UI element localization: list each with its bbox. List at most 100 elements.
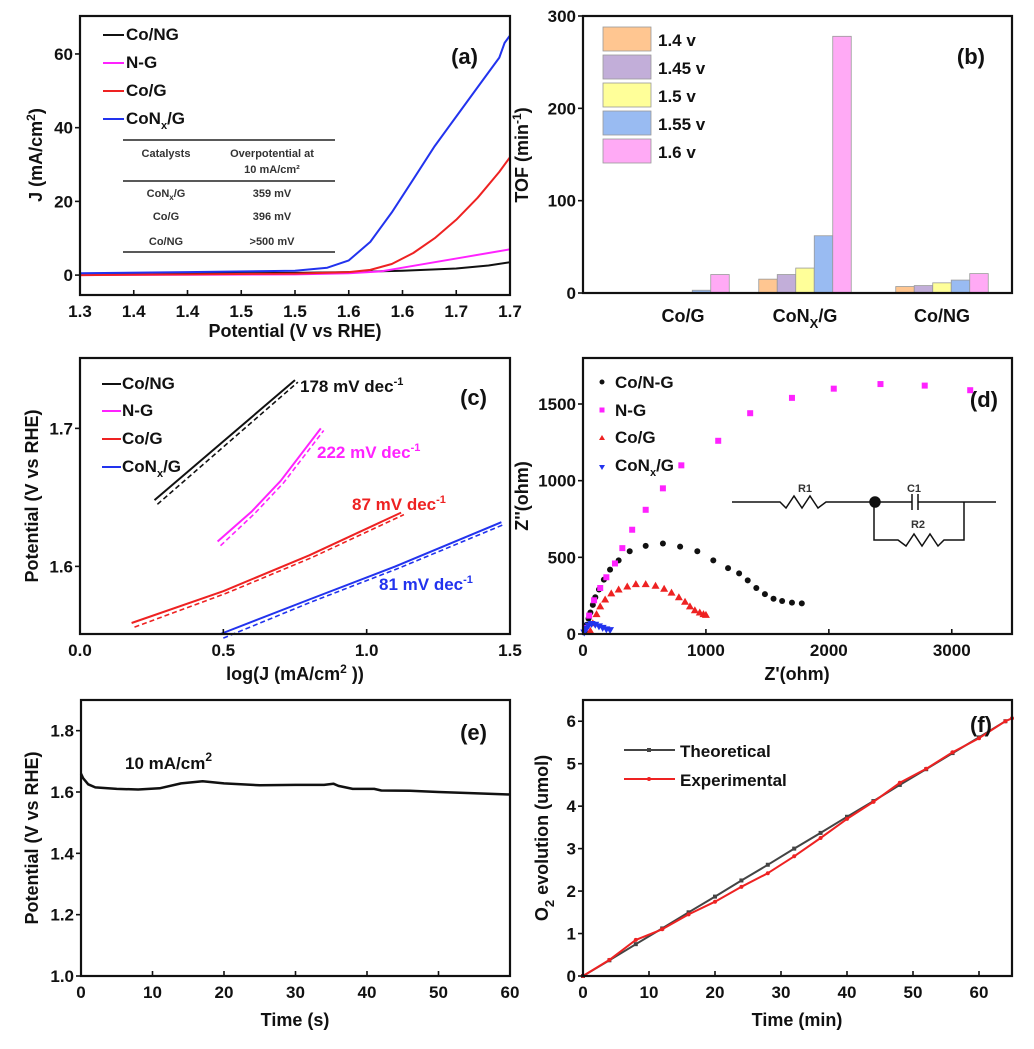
panel-e-tag: (e)	[460, 720, 487, 745]
y-tick-label: 0	[567, 284, 576, 303]
point-co-n-g	[725, 565, 731, 571]
table-cell: >500 mV	[250, 236, 296, 248]
panel-d-tag: (d)	[970, 387, 998, 412]
panel-e-ylabel: Potential (V vs RHE)	[22, 751, 42, 924]
legend-label-conx-g: CoNx/G	[615, 456, 674, 479]
point-n-g	[643, 507, 649, 513]
point-experimental	[687, 912, 691, 916]
point-theoretical	[739, 878, 743, 882]
point-co-g	[652, 582, 660, 589]
y-tick-label: 4	[567, 797, 577, 816]
panel-a-legend: Co/NG N-G Co/G CoNx/G	[103, 25, 185, 132]
legend-label-1-4-v: 1.4 v	[658, 31, 696, 50]
panel-a-ylabel: J (mA/cm2)	[24, 108, 46, 202]
panel-d-legend: Co/N-G N-G Co/G CoNx/G	[599, 373, 674, 479]
x-tick-label: 40	[838, 983, 857, 1002]
point-experimental	[634, 938, 638, 942]
legend-label-co-ng: Co/NG	[122, 374, 175, 393]
legend-label-1-55-v: 1.55 v	[658, 115, 706, 134]
bar-conx-g-1-4-v	[759, 279, 778, 293]
point-co-g	[601, 596, 609, 603]
x-tick-label: 1.5	[283, 302, 307, 321]
point-co-g	[623, 582, 631, 589]
point-n-g	[831, 386, 837, 392]
slope-label-co-g: 87 mV dec-1	[352, 494, 446, 514]
y-tick-label: 1500	[538, 395, 576, 414]
legend-label-conx-g: CoNx/G	[122, 457, 181, 480]
legend-marker-conx-g	[599, 465, 605, 470]
legend-label-co-g: Co/G	[126, 81, 167, 100]
bar-co-ng-1-5-v	[933, 283, 952, 293]
y-tick-label: 1.0	[50, 967, 74, 986]
panel-c-tag: (c)	[460, 385, 487, 410]
circuit-label-r1: R1	[798, 483, 812, 495]
point-co-n-g	[660, 541, 666, 547]
point-n-g	[877, 381, 883, 387]
y-tick-label: 1000	[538, 472, 576, 491]
table-header-overpotential: Overpotential at	[230, 148, 314, 160]
table-cell: Co/NG	[149, 236, 183, 248]
legend-marker-co-g	[599, 435, 605, 440]
point-n-g	[789, 395, 795, 401]
point-n-g	[619, 545, 625, 551]
point-co-n-g	[771, 596, 777, 602]
legend-marker-co-n-g	[600, 380, 605, 385]
slope-label-co-ng: 178 mV dec-1	[300, 376, 403, 396]
y-tick-label: 6	[567, 712, 576, 731]
x-tick-label: 30	[772, 983, 791, 1002]
panel-c-xlabel: log(J (mA/cm2 ))	[226, 662, 364, 684]
y-tick-label: 60	[54, 45, 73, 64]
bar-co-ng-1-6-v	[970, 274, 989, 293]
point-experimental	[766, 871, 770, 875]
panel-e-current-note: 10 mA/cm2	[125, 750, 212, 773]
x-tick-label: 1.6	[337, 302, 361, 321]
x-tick-label: 1.4	[176, 302, 200, 321]
panel-a-inset-table: Catalysts Overpotential at 10 mA/cm² CoN…	[123, 140, 335, 252]
point-experimental	[819, 836, 823, 840]
panel-d-frame	[583, 358, 1012, 634]
panel-c-ylabel: Potential (V vs RHE)	[22, 409, 42, 582]
point-co-n-g	[736, 570, 742, 576]
table-header-catalysts: Catalysts	[142, 148, 191, 160]
x-tick-label: 10	[143, 983, 162, 1002]
panel-c-legend: Co/NG N-G Co/G CoNx/G	[102, 374, 181, 480]
y-tick-label: 1.2	[50, 906, 74, 925]
point-co-g	[660, 585, 668, 592]
x-tick-label: 60	[501, 983, 520, 1002]
legend-swatch-1-6-v	[603, 139, 651, 163]
point-co-n-g	[607, 567, 613, 573]
point-n-g	[715, 438, 721, 444]
x-tick-label: 2000	[810, 641, 848, 660]
point-experimental	[792, 854, 796, 858]
y-tick-label: 1.4	[50, 844, 74, 863]
series-line-chronopotentiometry	[81, 774, 510, 795]
point-experimental	[607, 958, 611, 962]
panel-c-plot	[132, 380, 505, 638]
point-experimental	[845, 817, 849, 821]
panel-d-ylabel: Z''(ohm)	[512, 461, 532, 531]
panel-b-legend: 1.4 v1.45 v1.5 v1.55 v1.6 v	[603, 27, 706, 163]
point-co-n-g	[779, 598, 785, 604]
point-theoretical	[766, 863, 770, 867]
legend-swatch-1-5-v	[603, 83, 651, 107]
y-tick-label: 100	[548, 192, 576, 211]
point-theoretical	[792, 847, 796, 851]
x-tick-label: 0	[578, 983, 587, 1002]
point-co-n-g	[753, 585, 759, 591]
y-tick-label: 40	[54, 119, 73, 138]
legend-label-co-ng: Co/NG	[126, 25, 179, 44]
legend-swatch-1-4-v	[603, 27, 651, 51]
bar-co-ng-1-55-v	[951, 280, 970, 293]
data-dashed-n-g	[221, 431, 324, 546]
point-co-g	[615, 586, 623, 593]
legend-marker-theoretical	[647, 748, 651, 752]
fit-line-co-g	[132, 513, 402, 623]
panel-e-xlabel: Time (s)	[261, 1010, 330, 1030]
point-n-g	[678, 462, 684, 468]
